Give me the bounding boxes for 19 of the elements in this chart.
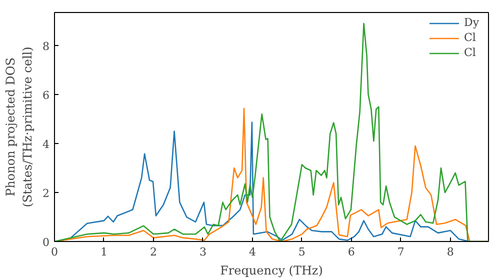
x-tick-label: 5 — [298, 246, 306, 258]
y-tick-label: 8 — [42, 40, 50, 54]
x-tick-label: 4 — [248, 246, 256, 258]
x-tick-label: 1 — [100, 246, 108, 258]
y-tick-label: 4 — [42, 138, 50, 152]
x-tick-label: 2 — [150, 246, 157, 258]
y-tick-label: 6 — [42, 89, 50, 102]
legend-label: Cl — [464, 46, 477, 59]
x-tick-label: 8 — [446, 246, 454, 258]
x-tick-label: 3 — [199, 246, 206, 258]
x-tick-label: 6 — [348, 246, 355, 258]
y-tick-label: 0 — [42, 236, 50, 249]
x-tick-label: 0 — [51, 246, 58, 258]
x-tick-label: 7 — [397, 246, 404, 258]
y-axis-title: Phonon projected DOS (States/THz·primitive cell) — [4, 46, 34, 208]
legend-label: Dy — [464, 16, 480, 29]
y-tick-label: 2 — [42, 187, 50, 200]
legend-label: Cl — [464, 31, 477, 44]
x-axis-title: Frequency (THz) — [220, 264, 323, 278]
